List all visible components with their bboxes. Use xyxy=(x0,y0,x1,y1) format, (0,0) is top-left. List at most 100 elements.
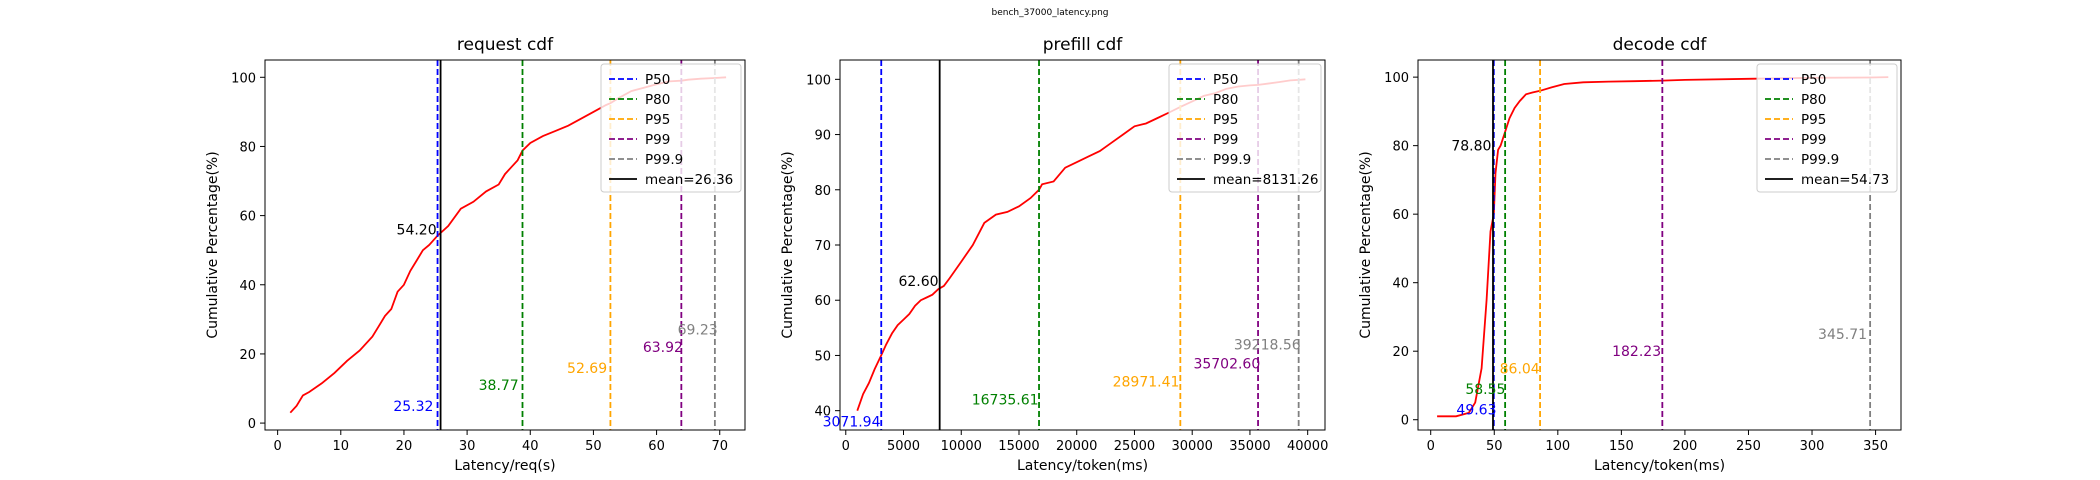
legend-box xyxy=(1756,63,1898,193)
x-tick-label: 35000 xyxy=(1229,439,1270,454)
percentile-label-p99: 35702.60 xyxy=(1193,357,1260,373)
percentile-label-p50: 3071.94 xyxy=(823,415,881,431)
charts: request cdf 0 10 20 30 40 50 60 70 0 20 40 60 80 100 La… xyxy=(205,35,1902,474)
x-tick-label: 20 xyxy=(396,439,413,454)
y-tick-label: 80 xyxy=(239,140,256,155)
plot-area xyxy=(289,60,727,430)
y-tick-label: 0 xyxy=(248,417,256,432)
percentile-label-p95: 28971.41 xyxy=(1113,374,1180,390)
cdf-line xyxy=(1437,76,1889,418)
legend: P50 P80 P95 P99 P99.9 mean=26.36 xyxy=(600,63,742,193)
percentile-label-p95: 86.04 xyxy=(1500,361,1540,377)
percentile-label-p80: 16735.61 xyxy=(972,393,1039,409)
percentile-label-p99: 63.92 xyxy=(643,340,683,356)
y-tick-label: 40 xyxy=(1392,277,1409,292)
y-tick-label: 50 xyxy=(814,349,831,364)
x-tick-label: 20000 xyxy=(1056,439,1097,454)
x-tick-label: 0 xyxy=(1427,439,1435,454)
x-tick-label: 350 xyxy=(1863,439,1888,454)
y-tick-label: 100 xyxy=(231,71,256,86)
percentile-label-p99-9: 345.71 xyxy=(1818,327,1867,343)
x-tick-label: 30000 xyxy=(1172,439,1213,454)
legend-label: P50 xyxy=(1801,72,1826,88)
x-tick-label: 10000 xyxy=(941,439,982,454)
chart-title: request cdf xyxy=(457,35,554,55)
y-tick-label: 0 xyxy=(1401,414,1409,429)
y-axis-label: Cumulative Percentage(%) xyxy=(205,151,221,338)
x-tick-label: 40000 xyxy=(1287,439,1328,454)
x-tick-label: 50 xyxy=(585,439,602,454)
x-tick-label: 150 xyxy=(1609,439,1634,454)
x-axis-label: Latency/req(s) xyxy=(454,458,555,474)
x-tick-label: 10 xyxy=(333,439,350,454)
x-tick-label: 250 xyxy=(1736,439,1761,454)
y-tick-label: 80 xyxy=(1392,140,1409,155)
y-tick-label: 80 xyxy=(814,184,831,199)
chart-title: decode cdf xyxy=(1613,35,1708,55)
legend-label: mean=54.73 xyxy=(1801,172,1889,188)
y-axis-label: Cumulative Percentage(%) xyxy=(780,151,796,338)
chart-panel-2: prefill cdf 0 5000 10000 15000 20000 25000 3000… xyxy=(780,35,1328,474)
percentile-label-p99-9: 69.23 xyxy=(678,323,718,339)
x-tick-label: 300 xyxy=(1800,439,1825,454)
y-tick-label: 90 xyxy=(814,129,831,144)
y-tick-label: 40 xyxy=(239,279,256,294)
y-tick-label: 60 xyxy=(1392,208,1409,223)
x-tick-label: 40 xyxy=(522,439,539,454)
x-tick-label: 5000 xyxy=(887,439,920,454)
x-tick-label: 60 xyxy=(648,439,665,454)
percentile-label-p80: 38.77 xyxy=(479,378,519,394)
percentile-label-p95: 52.69 xyxy=(567,361,607,377)
legend-label: P95 xyxy=(645,112,670,128)
legend-box xyxy=(600,63,742,193)
x-tick-label: 0 xyxy=(273,439,281,454)
y-tick-label: 20 xyxy=(1392,345,1409,360)
x-tick-label: 0 xyxy=(842,439,850,454)
legend-label: P99 xyxy=(1801,132,1826,148)
chart-panel-3: decode cdf 0 50 100 150 200 250 300 350 0 20 40 60 80… xyxy=(1358,35,1902,474)
y-tick-label: 20 xyxy=(239,348,256,363)
y-axis-label: Cumulative Percentage(%) xyxy=(1358,151,1374,338)
percentile-label-p50: 25.32 xyxy=(393,399,433,415)
legend-label: P95 xyxy=(1213,112,1238,128)
legend-label: P95 xyxy=(1801,112,1826,128)
figure-title: bench_37000_latency.png xyxy=(991,8,1108,18)
legend-label: P99.9 xyxy=(1213,152,1251,168)
chart-panel-1: request cdf 0 10 20 30 40 50 60 70 0 20 40 60 80 100 La… xyxy=(205,35,746,474)
x-tick-label: 70 xyxy=(711,439,728,454)
mean-crossing-annotation: 62.60 xyxy=(898,274,938,290)
x-tick-label: 30 xyxy=(459,439,476,454)
x-tick-label: 100 xyxy=(1545,439,1570,454)
legend: P50 P80 P95 P99 P99.9 mean=54.73 xyxy=(1756,63,1898,193)
mean-crossing-annotation: 78.80 xyxy=(1451,139,1491,155)
axes-frame xyxy=(839,59,1326,431)
legend-label: P99 xyxy=(1213,132,1238,148)
chart-title: prefill cdf xyxy=(1043,35,1124,55)
x-tick-label: 25000 xyxy=(1114,439,1155,454)
percentile-label-p99: 182.23 xyxy=(1612,344,1661,360)
plot-area xyxy=(1437,60,1889,430)
percentile-label-p80: 58.55 xyxy=(1465,382,1505,398)
legend-label: P80 xyxy=(645,92,670,108)
axes-frame xyxy=(1417,59,1902,431)
axes-frame xyxy=(264,59,746,431)
y-tick-label: 40 xyxy=(814,405,831,420)
y-tick-label: 100 xyxy=(1384,71,1409,86)
x-tick-label: 15000 xyxy=(998,439,1039,454)
x-tick-label: 50 xyxy=(1486,439,1503,454)
legend-label: P50 xyxy=(1213,72,1238,88)
y-tick-label: 60 xyxy=(239,210,256,225)
legend-label: P80 xyxy=(1213,92,1238,108)
legend-label: P99 xyxy=(645,132,670,148)
legend-label: mean=26.36 xyxy=(645,172,733,188)
legend-box xyxy=(1168,63,1322,193)
percentile-label-p50: 49.63 xyxy=(1456,402,1496,418)
legend-label: P80 xyxy=(1801,92,1826,108)
x-axis-label: Latency/token(ms) xyxy=(1017,458,1148,474)
y-tick-label: 60 xyxy=(814,294,831,309)
legend-label: P99.9 xyxy=(645,152,683,168)
legend-label: mean=8131.26 xyxy=(1213,172,1318,188)
percentile-label-p99-9: 39218.56 xyxy=(1234,337,1301,353)
